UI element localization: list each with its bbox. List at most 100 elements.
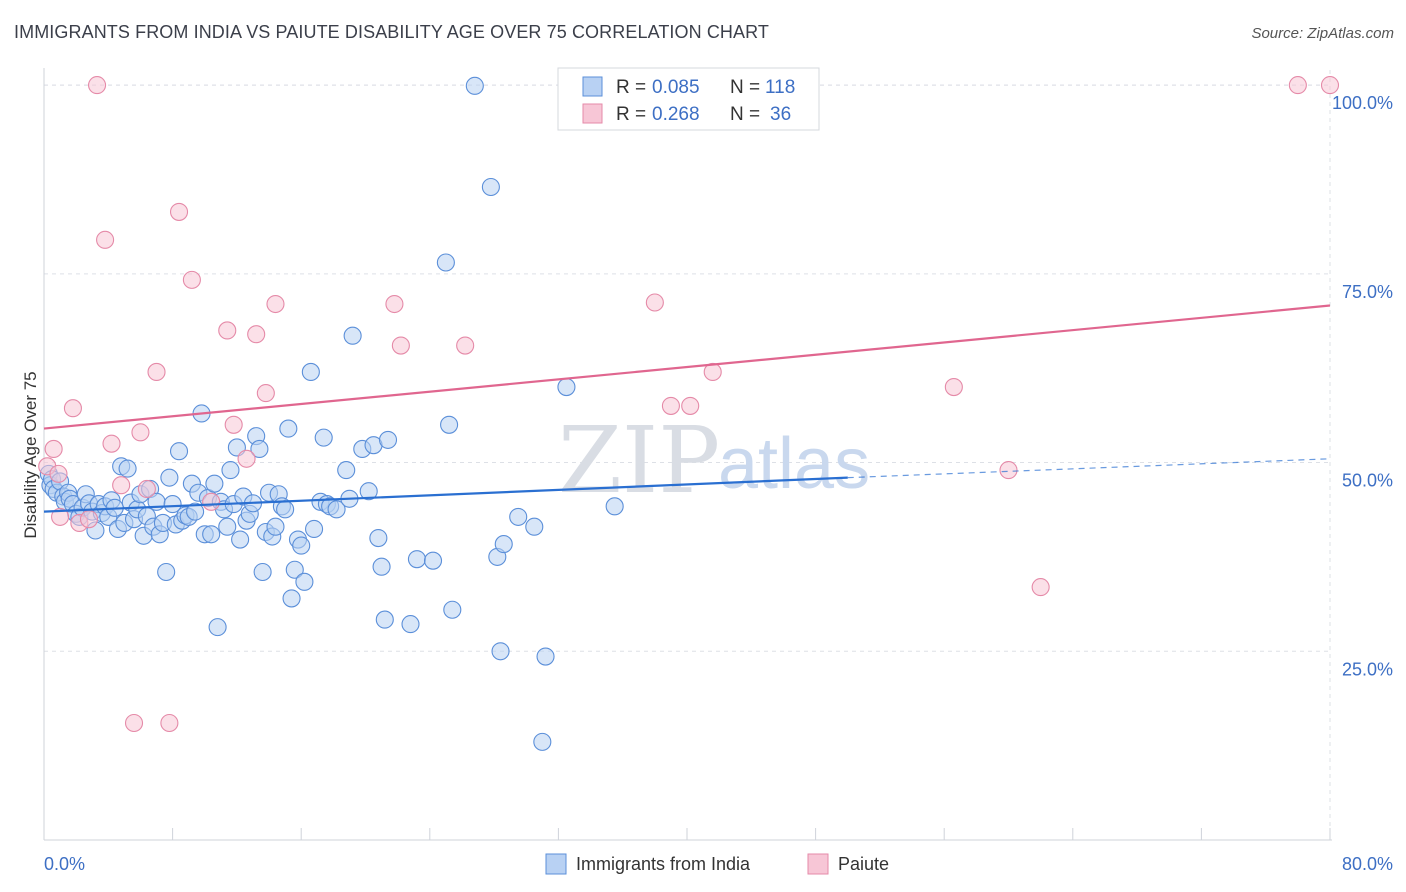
data-point-paiute bbox=[224, 415, 243, 434]
data-point-paiute bbox=[124, 713, 144, 733]
data-point-india bbox=[481, 177, 500, 197]
chart-title: IMMIGRANTS FROM INDIA VS PAIUTE DISABILI… bbox=[14, 22, 770, 42]
y-tick-label: 100.0% bbox=[1332, 93, 1393, 113]
legend-r-label: R = bbox=[616, 77, 646, 98]
legend-n-value: 118 bbox=[765, 77, 795, 98]
data-point-india bbox=[605, 497, 624, 516]
data-point-paiute bbox=[96, 230, 115, 249]
data-point-paiute bbox=[79, 510, 99, 529]
x-tick-label: 80.0% bbox=[1342, 854, 1393, 874]
data-point-india bbox=[160, 468, 179, 487]
data-point-india bbox=[305, 519, 324, 539]
data-point-india bbox=[157, 562, 176, 582]
data-point-india bbox=[186, 502, 205, 521]
bottom-legend: Immigrants from India Paiute bbox=[545, 853, 889, 875]
data-point-paiute bbox=[385, 294, 404, 314]
data-point-india bbox=[202, 525, 221, 544]
trend-line-india bbox=[43, 476, 848, 513]
data-point-india bbox=[343, 326, 362, 345]
data-point-paiute bbox=[1031, 578, 1050, 597]
trend-lines bbox=[43, 304, 1331, 513]
watermark-atlas: atlas bbox=[718, 424, 870, 504]
data-point-paiute bbox=[44, 439, 63, 459]
data-point-india bbox=[163, 495, 182, 514]
data-point-india bbox=[314, 428, 333, 447]
legend-swatch-pink bbox=[582, 103, 603, 124]
y-tick-label: 50.0% bbox=[1342, 471, 1393, 491]
data-point-india bbox=[509, 507, 528, 526]
data-point-india bbox=[369, 528, 388, 548]
data-point-india bbox=[231, 530, 250, 549]
trend-line-india-extension bbox=[847, 458, 1331, 479]
data-point-paiute bbox=[112, 476, 131, 495]
data-point-india bbox=[301, 362, 320, 382]
data-point-india bbox=[205, 474, 224, 493]
data-point-india bbox=[494, 535, 513, 554]
data-point-india bbox=[440, 415, 459, 434]
data-point-paiute bbox=[645, 293, 664, 312]
data-point-india bbox=[292, 536, 311, 555]
data-point-india bbox=[118, 459, 137, 478]
data-point-india bbox=[378, 430, 398, 449]
data-point-india bbox=[266, 517, 285, 536]
data-point-india bbox=[327, 500, 346, 519]
data-point-paiute bbox=[131, 423, 150, 442]
data-point-india bbox=[218, 517, 237, 536]
data-point-india bbox=[407, 550, 426, 569]
y-tick-label: 75.0% bbox=[1342, 282, 1393, 302]
legend-r-label: R = bbox=[616, 104, 646, 125]
watermark: ZIP atlas bbox=[558, 407, 870, 514]
data-point-paiute bbox=[681, 396, 700, 415]
legend-r-value: 0.085 bbox=[652, 77, 700, 98]
chart-source: Source: ZipAtlas.com bbox=[1251, 25, 1394, 42]
data-point-paiute bbox=[169, 202, 189, 221]
bottom-legend-label-india: Immigrants from India bbox=[576, 854, 751, 874]
data-point-india bbox=[465, 76, 484, 95]
bottom-legend-swatch-blue bbox=[545, 853, 567, 875]
bottom-legend-swatch-pink bbox=[807, 853, 829, 875]
data-point-india bbox=[375, 610, 394, 629]
data-point-paiute bbox=[137, 479, 156, 499]
data-point-paiute bbox=[944, 378, 963, 397]
trend-line-paiute bbox=[43, 304, 1331, 430]
data-point-india bbox=[208, 618, 227, 637]
data-point-paiute bbox=[256, 384, 275, 403]
data-point-paiute bbox=[703, 362, 722, 382]
legend-box: R = 0.085 N = 118 R = 0.268 N = 36 bbox=[557, 67, 820, 131]
data-point-paiute bbox=[237, 449, 256, 468]
data-point-india bbox=[491, 642, 510, 661]
data-point-paiute bbox=[202, 492, 221, 511]
legend-n-value: 36 bbox=[770, 104, 791, 125]
data-point-india bbox=[443, 600, 462, 619]
data-point-india bbox=[359, 482, 378, 501]
data-point-paiute bbox=[63, 399, 82, 418]
data-point-paiute bbox=[1320, 76, 1340, 95]
x-tick-label: 0.0% bbox=[44, 854, 85, 874]
data-points bbox=[38, 76, 1340, 751]
data-point-india bbox=[372, 557, 391, 576]
data-point-paiute bbox=[51, 507, 70, 526]
data-point-paiute bbox=[999, 461, 1018, 480]
legend-swatch-blue bbox=[582, 76, 603, 97]
data-point-india bbox=[525, 517, 544, 536]
data-point-paiute bbox=[182, 270, 201, 289]
data-point-india bbox=[436, 253, 455, 272]
y-axis-label: Disability Age Over 75 bbox=[21, 371, 40, 538]
legend-n-label: N = bbox=[730, 77, 760, 98]
data-point-india bbox=[169, 442, 189, 461]
tick-labels: 25.0% 50.0% 75.0% 100.0% 0.0% 80.0% bbox=[44, 93, 1393, 874]
data-point-india bbox=[250, 439, 269, 459]
data-point-paiute bbox=[247, 325, 266, 344]
data-point-india bbox=[221, 461, 240, 480]
watermark-zip: ZIP bbox=[558, 407, 720, 514]
data-point-india bbox=[337, 461, 356, 480]
legend-n-label: N = bbox=[730, 104, 760, 125]
data-point-paiute bbox=[661, 396, 680, 415]
axes bbox=[43, 68, 1332, 841]
bottom-legend-label-paiute: Paiute bbox=[838, 854, 889, 874]
data-point-paiute bbox=[147, 362, 166, 382]
data-point-india bbox=[285, 560, 304, 579]
data-point-india bbox=[401, 615, 420, 634]
data-point-india bbox=[423, 551, 443, 570]
